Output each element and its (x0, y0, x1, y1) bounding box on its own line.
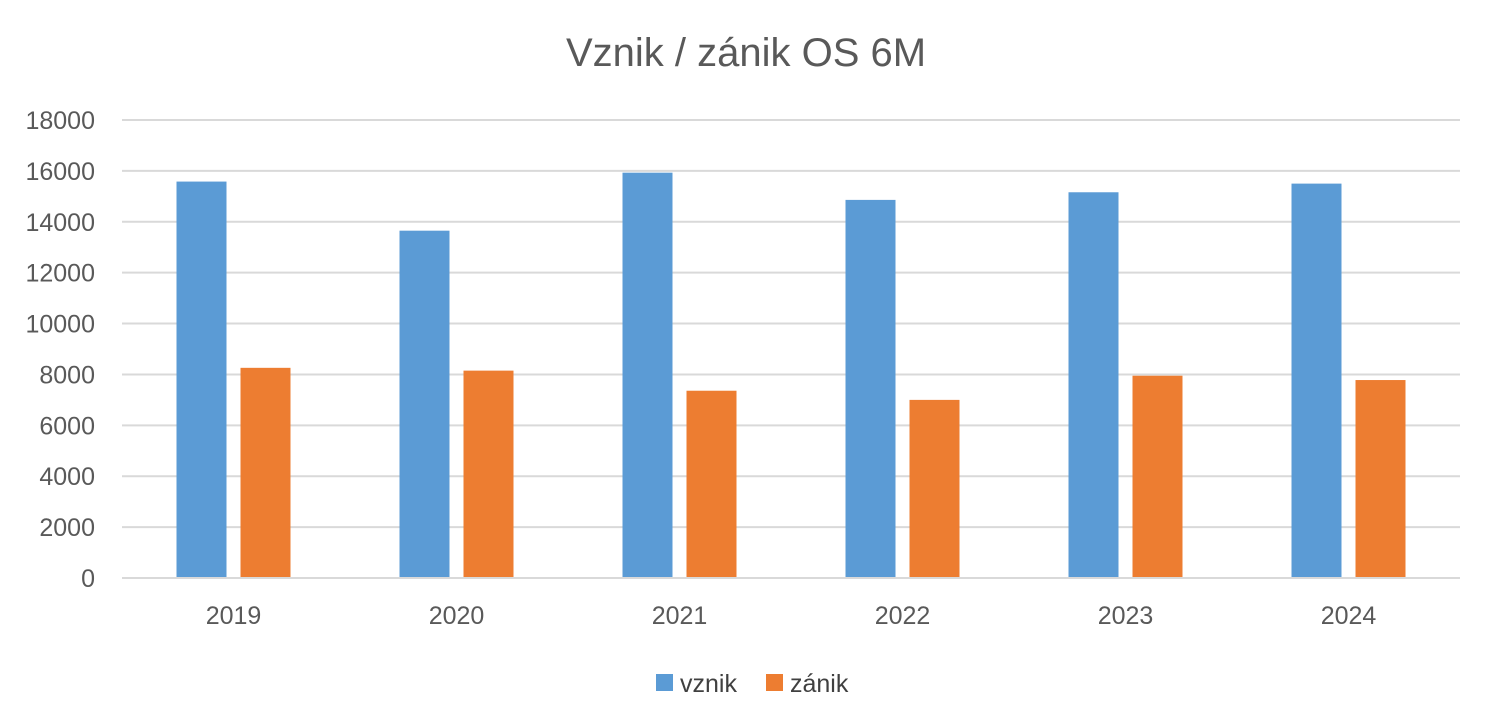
y-tick-label: 4000 (39, 463, 95, 491)
bar-vznik-2023 (1068, 192, 1119, 579)
bar-vznik-2024 (1291, 183, 1342, 578)
x-tick-label: 2021 (652, 602, 708, 630)
legend-label: vznik (680, 670, 737, 698)
bar-zánik-2024 (1355, 380, 1406, 578)
x-tick-label: 2023 (1098, 602, 1154, 630)
bar-zánik-2019 (240, 367, 291, 578)
y-tick-label: 10000 (25, 311, 95, 339)
y-tick-label: 12000 (25, 260, 95, 288)
y-tick-label: 16000 (25, 158, 95, 186)
y-axis-ticks: 0 2000 4000 6000 8000 10000 12000 14000 16000 180… (25, 107, 95, 593)
y-tick-label: 14000 (25, 209, 95, 237)
gridlines (122, 119, 1460, 529)
bar-zánik-2023 (1132, 375, 1183, 578)
x-axis-ticks: 2019 2020 2021 2022 2023 2024 (206, 602, 1377, 630)
bar-vznik-2020 (399, 230, 450, 578)
legend-label: zánik (790, 670, 849, 698)
bar-zánik-2022 (909, 399, 960, 578)
bars (176, 172, 1406, 579)
x-tick-label: 2024 (1321, 602, 1377, 630)
legend-swatch-vznik (656, 674, 673, 691)
bar-zánik-2021 (686, 390, 737, 578)
x-tick-label: 2022 (875, 602, 931, 630)
bar-vznik-2021 (622, 172, 673, 579)
y-tick-label: 8000 (39, 361, 95, 389)
legend-swatch-zánik (766, 674, 783, 691)
bar-zánik-2020 (463, 370, 514, 578)
bar-vznik-2019 (176, 181, 227, 578)
bar-vznik-2022 (845, 199, 896, 578)
legend: vznik zánik (656, 670, 849, 698)
y-tick-label: 6000 (39, 412, 95, 440)
y-tick-label: 18000 (25, 107, 95, 135)
y-tick-label: 2000 (39, 514, 95, 542)
x-tick-label: 2019 (206, 602, 262, 630)
chart-title: Vznik / zánik OS 6M (566, 31, 926, 75)
y-tick-label: 0 (81, 565, 95, 593)
x-tick-label: 2020 (429, 602, 485, 630)
